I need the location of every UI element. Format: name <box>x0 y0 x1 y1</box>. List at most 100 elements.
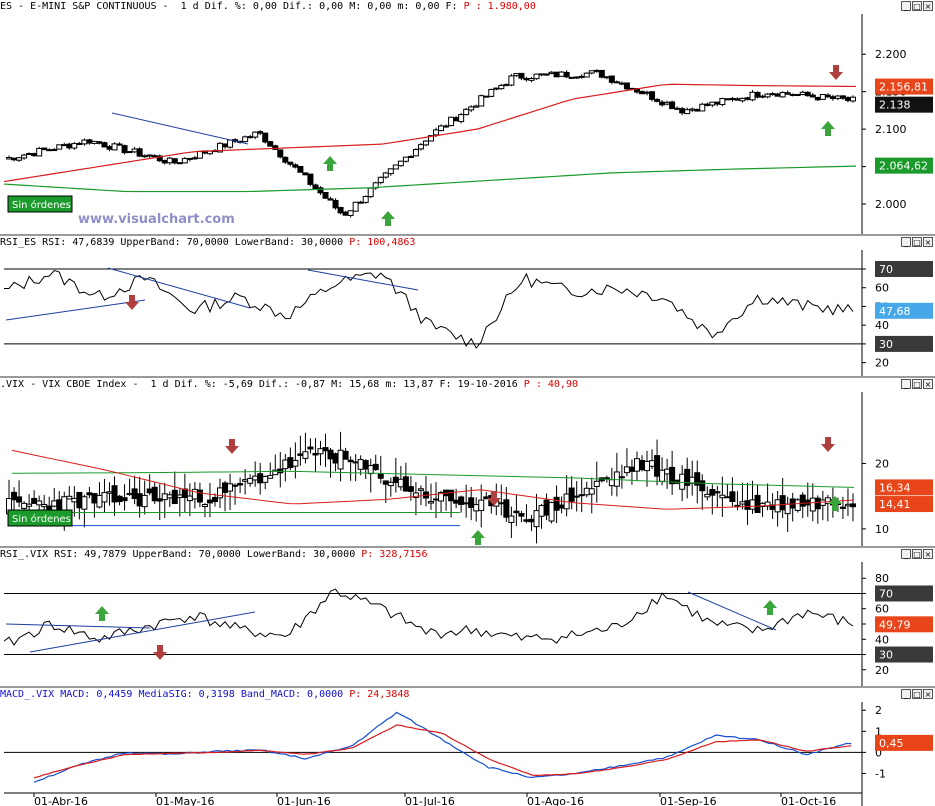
minimize-button[interactable]: _ <box>901 1 911 11</box>
x-axis-tick-label: 01-Jul-16 <box>405 795 455 806</box>
candle-down <box>714 101 721 105</box>
candle-down <box>563 71 570 78</box>
rsi-upper-band-tag: 70 <box>879 263 893 276</box>
candle-up <box>196 151 203 159</box>
candle-down <box>628 466 635 472</box>
candle-down <box>558 504 565 509</box>
candle-up <box>463 108 470 116</box>
rsi-vix-header: RSI_.VIX RSI: 49,7879 UpperBand: 70,0000… <box>0 548 935 562</box>
candle-down <box>679 108 686 114</box>
candle-up <box>613 471 620 487</box>
close-button[interactable]: × <box>923 689 933 699</box>
candle-down <box>543 499 550 516</box>
candle-down <box>136 148 143 157</box>
y-axis-tick-label: 40 <box>875 633 889 646</box>
maximize-button[interactable]: □ <box>912 689 922 699</box>
candle-up <box>729 97 736 100</box>
minimize-button[interactable]: _ <box>901 549 911 559</box>
x-axis-tick-label: 01-Abr-16 <box>34 795 88 806</box>
close-button[interactable]: × <box>923 379 933 389</box>
candle-up <box>819 499 826 506</box>
maximize-button[interactable]: □ <box>912 549 922 559</box>
macd-vix-chart[interactable]: 2 1 0 -1 0,45 01-Abr-16 01-May-16 01-Jun-16 01-J… <box>0 702 935 806</box>
candle-down <box>553 496 560 511</box>
minimize-button[interactable]: _ <box>901 689 911 699</box>
candle-down <box>638 459 645 471</box>
y-axis-tick-label: 80 <box>875 572 889 585</box>
candle-up <box>834 95 841 99</box>
candle-up <box>774 499 781 513</box>
candle-down <box>206 499 213 504</box>
candle-up <box>438 491 445 502</box>
rsi-lower-band-tag: 30 <box>879 338 893 351</box>
candle-down <box>789 93 796 96</box>
sin-ordenes-badge <box>7 195 73 213</box>
last-red-ma-tag: 2.156,81 <box>879 81 928 94</box>
candle-up <box>699 103 706 112</box>
candle-down <box>31 497 38 504</box>
rsi-es-last-tag-bg <box>875 302 933 319</box>
minimize-button[interactable]: _ <box>901 237 911 247</box>
maximize-button[interactable]: □ <box>912 1 922 11</box>
candle-down <box>116 495 123 503</box>
last-price-tag: 2.138 <box>879 99 911 112</box>
rsi-vix-panel: RSI_.VIX RSI: 49,7879 UpperBand: 70,0000… <box>0 548 935 686</box>
y-axis-tick-label: 20 <box>875 357 889 370</box>
candle-down <box>694 472 701 486</box>
es-header-price: P : 1.980,00 <box>463 1 536 12</box>
candle-up <box>649 460 656 467</box>
candle-up <box>357 459 364 470</box>
candle-up <box>483 95 490 98</box>
candle-up <box>679 473 686 490</box>
candle-up <box>21 502 28 509</box>
candle-up <box>719 98 726 105</box>
candle-up <box>533 510 540 528</box>
up-arrow-icon <box>323 156 337 171</box>
close-button[interactable]: × <box>923 1 933 11</box>
y-axis-tick-label: 2.200 <box>875 48 907 61</box>
candle-down <box>774 93 781 97</box>
rsi-es-panel: RSI_ES RSI: 47,6839 UpperBand: 70,0000 L… <box>0 236 935 376</box>
vix-red-ma-tag-bg <box>875 496 933 513</box>
candle-down <box>322 192 329 199</box>
macd-window-controls: _ □ × <box>901 689 933 701</box>
candle-up <box>61 144 68 147</box>
macd-last-tag-bg <box>875 734 933 751</box>
candle-up <box>488 89 495 97</box>
x-axis-tick-label: 01-Jun-16 <box>277 795 331 806</box>
macd-line <box>33 711 852 783</box>
vix-chart[interactable]: 20 10 Sin órdenes 16,34 14,41 <box>0 392 935 546</box>
candle-down <box>407 486 414 492</box>
candle-up <box>242 136 249 143</box>
candle-down <box>76 142 83 145</box>
minimize-button[interactable]: _ <box>901 379 911 389</box>
maximize-button[interactable]: □ <box>912 237 922 247</box>
candle-down <box>694 108 701 112</box>
y-axis-tick-label: 60 <box>875 603 889 616</box>
x-axis-tick-label: 01-Oct-16 <box>781 795 836 806</box>
close-button[interactable]: × <box>923 237 933 247</box>
candle-up <box>247 136 254 139</box>
candle-down <box>352 461 359 464</box>
candle-up <box>603 76 610 79</box>
candle-up <box>106 491 113 494</box>
candle-down <box>709 488 716 496</box>
candle-down <box>458 496 465 505</box>
candle-down <box>659 101 666 106</box>
maximize-button[interactable]: □ <box>912 379 922 389</box>
up-arrow-icon <box>763 600 777 615</box>
candle-up <box>166 494 173 499</box>
candle-up <box>417 488 424 491</box>
candle-up <box>849 96 856 102</box>
candle-down <box>196 489 203 503</box>
candle-up <box>764 93 771 98</box>
close-button[interactable]: × <box>923 549 933 559</box>
trend-line <box>5 623 151 629</box>
candle-down <box>463 502 470 505</box>
sin-ordenes-badge <box>7 509 73 527</box>
candle-up <box>71 143 78 149</box>
candle-down <box>829 96 836 100</box>
